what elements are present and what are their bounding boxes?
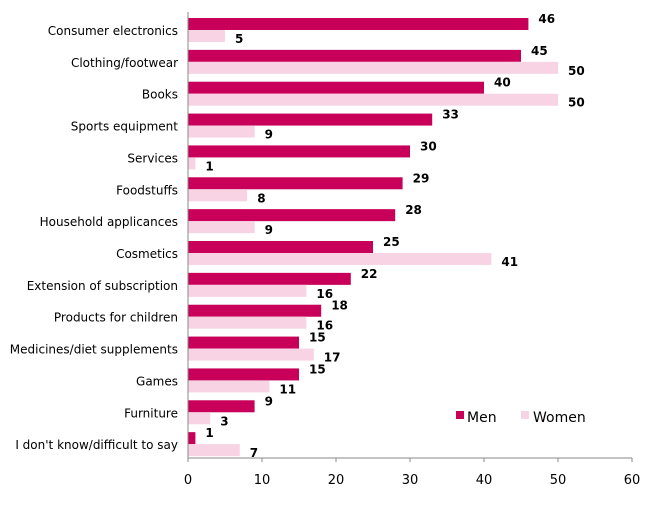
- x-axis-ticks-layer: 0 10 20 30 40 50 60: [184, 458, 640, 488]
- x-tick-label: 60: [624, 473, 641, 488]
- value-label-women: 16: [316, 287, 333, 301]
- value-label-men: 40: [494, 76, 511, 90]
- value-label-women: 7: [250, 446, 258, 460]
- value-label-men: 45: [531, 44, 548, 58]
- category-label: I don't know/difficult to say: [15, 438, 178, 452]
- value-label-men: 46: [538, 12, 555, 26]
- value-label-women: 3: [220, 414, 228, 428]
- value-label-women: 1: [205, 159, 213, 173]
- value-label-women: 41: [501, 255, 518, 269]
- value-label-men: 29: [413, 171, 430, 185]
- legend-label-men: Men: [467, 410, 497, 426]
- legend: Men Women: [456, 410, 586, 426]
- bar-women: [188, 221, 255, 234]
- bar-men: [188, 49, 521, 62]
- value-label-men: 33: [442, 108, 459, 122]
- value-label-women: 9: [265, 223, 273, 237]
- value-label-men: 9: [265, 394, 273, 408]
- bar-women: [188, 412, 211, 425]
- category-label: Consumer electronics: [48, 24, 178, 38]
- bar-men: [188, 18, 529, 30]
- bar-women: [188, 253, 492, 265]
- category-label: Books: [142, 88, 178, 102]
- bar-men: [188, 177, 403, 190]
- category-label: Extension of subscription: [27, 279, 178, 293]
- bar-women: [188, 444, 240, 457]
- x-tick-label: 40: [476, 473, 493, 488]
- value-label-women: 9: [265, 128, 273, 142]
- bar-women: [188, 61, 558, 74]
- bar-men: [188, 304, 322, 317]
- bar-women: [188, 30, 225, 42]
- category-label: Products for children: [54, 311, 178, 325]
- bar-men: [188, 145, 410, 158]
- category-label: Games: [136, 374, 178, 388]
- x-tick-label: 10: [254, 473, 271, 488]
- value-label-women: 11: [279, 382, 296, 396]
- value-label-men: 22: [361, 267, 378, 281]
- value-label-women: 17: [324, 351, 341, 365]
- bar-men: [188, 81, 484, 94]
- value-label-women: 50: [568, 96, 585, 110]
- bar-women: [188, 284, 307, 297]
- value-label-men: 1: [205, 426, 213, 440]
- value-label-men: 28: [405, 203, 422, 217]
- x-tick-label: 30: [402, 473, 419, 488]
- x-tick-label: 50: [550, 473, 567, 488]
- category-label: Furniture: [124, 406, 178, 420]
- x-tick-label: 20: [328, 473, 345, 488]
- value-label-men: 15: [309, 362, 326, 376]
- category-label: Cosmetics: [116, 247, 178, 261]
- value-label-women: 50: [568, 64, 585, 78]
- category-label: Medicines/diet supplements: [10, 343, 178, 357]
- bar-men: [188, 209, 396, 222]
- value-label-women: 8: [257, 191, 265, 205]
- category-labels-layer: Consumer electronics Clothing/footwear Boo…: [10, 24, 178, 452]
- bar-men: [188, 336, 299, 349]
- x-tick-label: 0: [184, 473, 192, 488]
- legend-label-women: Women: [533, 410, 586, 426]
- category-label: Services: [127, 151, 178, 165]
- bar-women: [188, 93, 558, 106]
- value-label-men: 15: [309, 331, 326, 345]
- category-label: Sports equipment: [71, 120, 179, 134]
- value-label-men: 25: [383, 235, 400, 249]
- bar-men: [188, 113, 433, 126]
- value-label-women: 5: [235, 32, 243, 46]
- category-label: Household applicances: [40, 215, 178, 229]
- bar-men: [188, 241, 373, 253]
- category-label: Clothing/footwear: [71, 56, 178, 70]
- legend-swatch-women: [521, 411, 529, 419]
- bar-men: [188, 432, 196, 445]
- legend-swatch-men: [456, 411, 464, 419]
- value-label-women: 16: [316, 319, 333, 333]
- bar-men: [188, 368, 299, 381]
- value-label-men: 30: [420, 139, 437, 153]
- bar-women: [188, 348, 314, 361]
- bar-women: [188, 380, 270, 393]
- value-labels-layer: 4654550405033930129828925412216181615171…: [205, 12, 584, 460]
- bar-men: [188, 400, 255, 413]
- bars-layer: [188, 18, 558, 457]
- bar-men: [188, 272, 351, 285]
- bar-women: [188, 157, 196, 170]
- bar-women: [188, 189, 248, 202]
- value-label-men: 18: [331, 299, 348, 313]
- bar-women: [188, 125, 255, 138]
- bar-women: [188, 316, 307, 329]
- category-label: Foodstuffs: [116, 183, 178, 197]
